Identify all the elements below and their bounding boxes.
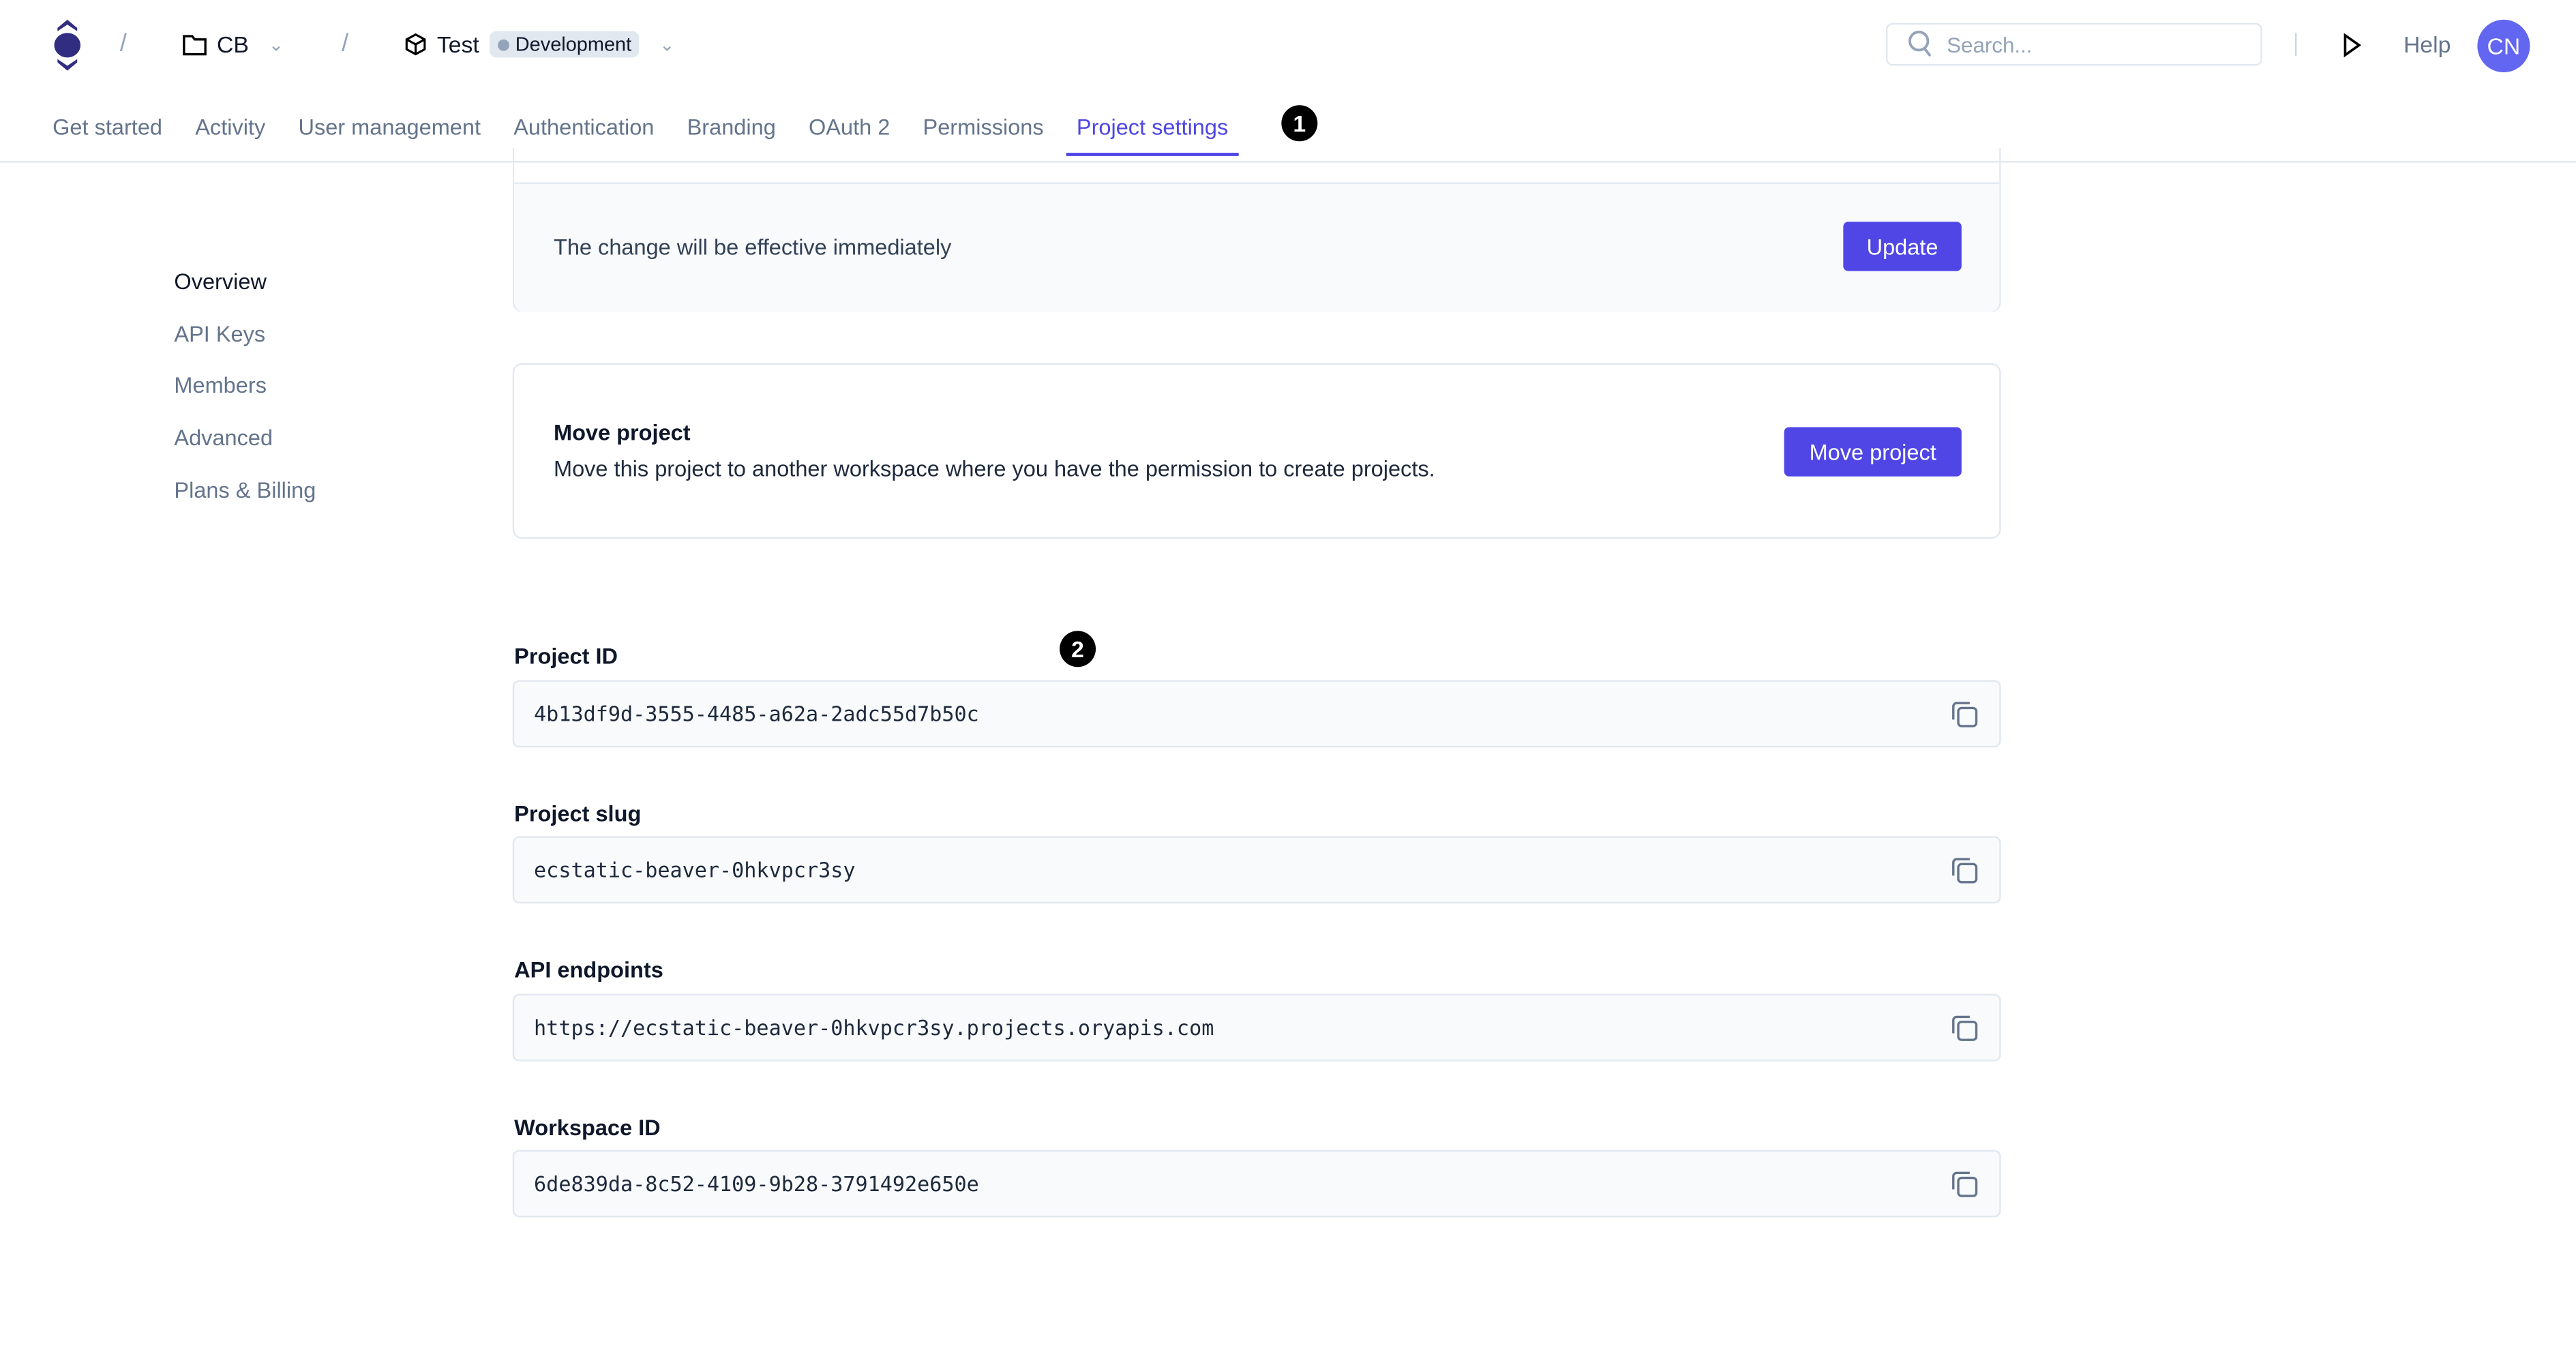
search-input[interactable]: Search...: [1885, 22, 2262, 66]
workspace-name: CB: [217, 31, 249, 58]
api-endpoints-value: https://ecstatic-beaver-0hkvpcr3sy.proje…: [534, 1015, 1214, 1040]
sidebar-item-api-keys[interactable]: API Keys: [174, 321, 266, 346]
ory-logo-icon[interactable]: [53, 18, 82, 73]
breadcrumb-separator: /: [342, 29, 349, 58]
tab-get-started[interactable]: Get started: [53, 115, 163, 140]
update-button[interactable]: Update: [1843, 222, 1962, 271]
copy-icon[interactable]: [1950, 1169, 1979, 1198]
move-project-card: Move project Move this project to anothe…: [512, 363, 2001, 539]
project-slug-field[interactable]: ecstatic-beaver-0hkvpcr3sy: [512, 836, 2001, 904]
cube-icon: [405, 33, 426, 56]
move-project-button[interactable]: Move project: [1784, 427, 1962, 477]
api-endpoints-label: API endpoints: [514, 957, 663, 982]
update-card: The change will be effective immediately…: [512, 147, 2001, 312]
chevron-down-icon: ⌄: [659, 35, 675, 55]
tab-permissions[interactable]: Permissions: [923, 115, 1044, 140]
folder-icon: [183, 34, 207, 55]
workspace-id-field[interactable]: 6de839da-8c52-4109-9b28-3791492e650e: [512, 1150, 2001, 1218]
tab-authentication[interactable]: Authentication: [513, 115, 655, 140]
project-id-label: Project ID: [514, 644, 618, 669]
tab-user-management[interactable]: User management: [298, 115, 481, 140]
copy-icon[interactable]: [1950, 855, 1979, 884]
tab-project-settings[interactable]: Project settings: [1066, 115, 1238, 156]
avatar[interactable]: CN: [2477, 19, 2530, 73]
breadcrumb-separator: /: [119, 29, 127, 58]
workspace-id-label: Workspace ID: [514, 1115, 661, 1141]
copy-icon[interactable]: [1950, 1012, 1979, 1042]
environment-label: Development: [515, 33, 632, 56]
annotation-marker-1: 1: [1281, 105, 1318, 142]
nav-tabs: Get started Activity User management Aut…: [53, 115, 1238, 156]
tab-oauth2[interactable]: OAuth 2: [808, 115, 890, 140]
header-divider-line: [0, 161, 2576, 163]
project-selector[interactable]: Test Development ⌄: [404, 31, 675, 58]
update-description: The change will be effective immediately: [553, 235, 952, 260]
search-icon: [1908, 31, 1932, 57]
project-id-value: 4b13df9d-3555-4485-a62a-2adc55d7b50c: [534, 701, 979, 726]
move-project-title: Move project: [553, 420, 691, 445]
api-endpoints-field[interactable]: https://ecstatic-beaver-0hkvpcr3sy.proje…: [512, 993, 2001, 1062]
settings-sidebar: Overview API Keys Members Advanced Plans…: [174, 269, 316, 530]
project-name: Test: [436, 31, 479, 58]
chevron-down-icon: ⌄: [268, 35, 284, 55]
copy-icon[interactable]: [1950, 699, 1979, 728]
search-placeholder: Search...: [1947, 31, 2033, 57]
tab-activity[interactable]: Activity: [195, 115, 266, 140]
tab-branding[interactable]: Branding: [687, 115, 776, 140]
sidebar-item-plans-billing[interactable]: Plans & Billing: [174, 477, 316, 502]
sidebar-item-members[interactable]: Members: [174, 373, 267, 398]
sidebar-item-overview[interactable]: Overview: [174, 269, 267, 295]
environment-badge: Development: [489, 31, 640, 58]
project-slug-value: ecstatic-beaver-0hkvpcr3sy: [534, 857, 856, 882]
play-icon[interactable]: [2343, 33, 2363, 58]
annotation-marker-2: 2: [1060, 631, 1096, 668]
status-dot-icon: [497, 38, 509, 50]
move-project-description: Move this project to another workspace w…: [553, 456, 1435, 481]
project-id-field[interactable]: 4b13df9d-3555-4485-a62a-2adc55d7b50c: [512, 680, 2001, 748]
help-link[interactable]: Help: [2403, 31, 2451, 58]
workspace-selector[interactable]: CB ⌄: [182, 31, 284, 58]
workspace-id-value: 6de839da-8c52-4109-9b28-3791492e650e: [534, 1171, 979, 1197]
project-slug-label: Project slug: [514, 801, 642, 826]
sidebar-item-advanced[interactable]: Advanced: [174, 425, 273, 451]
header-divider: [2294, 33, 2297, 56]
